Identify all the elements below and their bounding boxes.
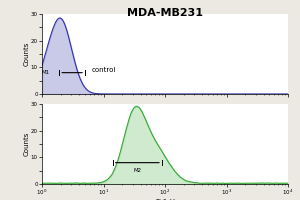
Y-axis label: Counts: Counts bbox=[23, 42, 29, 66]
Y-axis label: Counts: Counts bbox=[23, 132, 29, 156]
Text: M1: M1 bbox=[41, 70, 50, 75]
Text: M2: M2 bbox=[133, 168, 141, 173]
Text: MDA-MB231: MDA-MB231 bbox=[127, 8, 203, 18]
X-axis label: FL1-H: FL1-H bbox=[155, 199, 175, 200]
Text: control: control bbox=[92, 67, 116, 73]
